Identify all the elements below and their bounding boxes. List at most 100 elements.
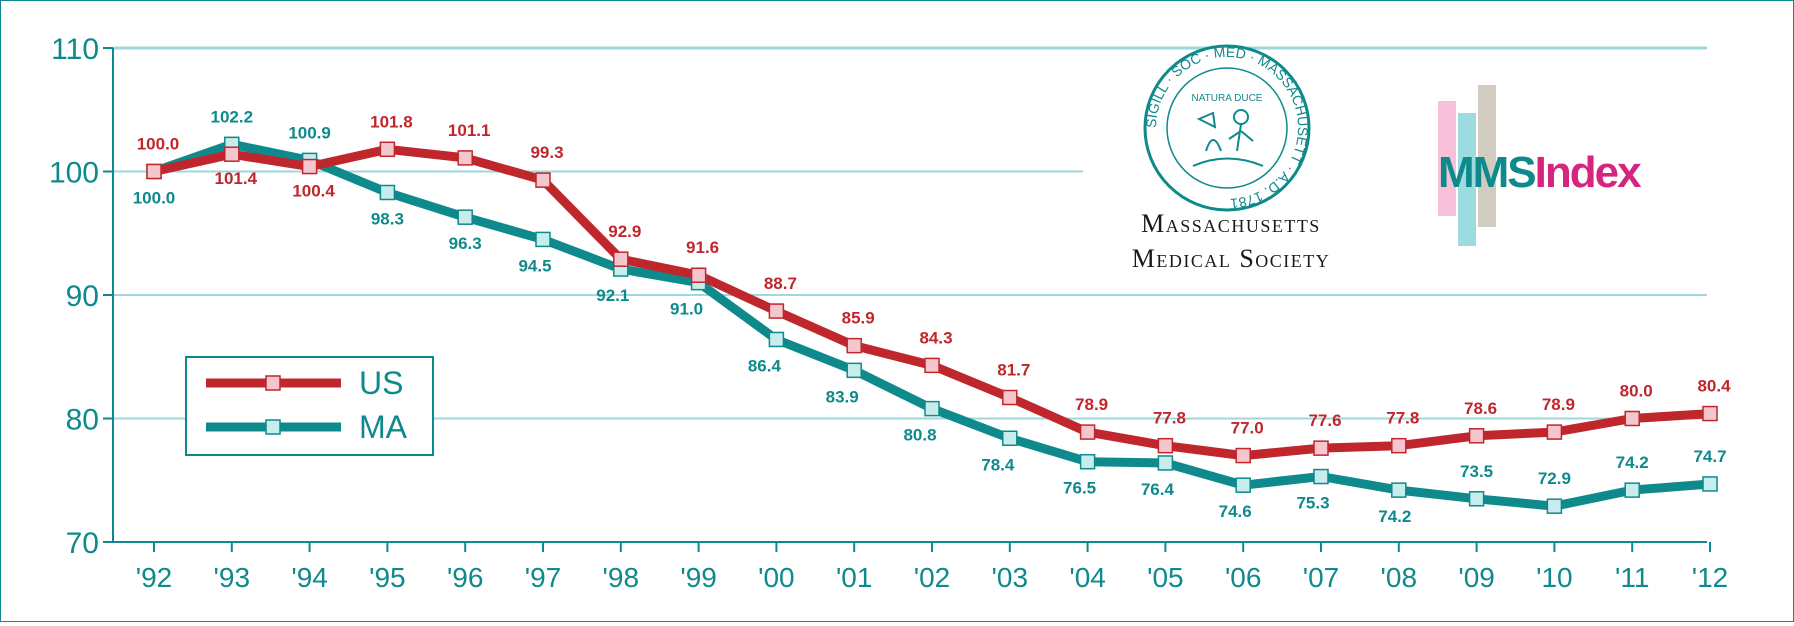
- legend-us-marker: [265, 375, 281, 391]
- data-label-ma: 73.5: [1460, 462, 1493, 481]
- data-label-ma: 102.2: [211, 107, 254, 126]
- y-tick-label: 80: [66, 404, 99, 437]
- y-tick-label: 70: [66, 527, 99, 560]
- x-tick-label: '05: [1147, 562, 1184, 593]
- data-label-ma: 100.0: [133, 189, 176, 208]
- data-label-ma: 80.8: [903, 426, 936, 445]
- seal-motto: NATURA DUCE: [1192, 93, 1263, 104]
- marker-us: [613, 251, 629, 267]
- data-label-us: 80.4: [1697, 377, 1731, 396]
- marker-ma: [457, 209, 473, 225]
- data-label-ma: 76.4: [1141, 480, 1175, 499]
- marker-us: [1235, 447, 1251, 464]
- logo-bar-teal: [1458, 113, 1476, 246]
- legend-us-label: US: [359, 365, 403, 401]
- axes: [103, 47, 1711, 552]
- seal-outer-ring: [1143, 44, 1311, 212]
- marker-us: [1391, 437, 1407, 454]
- marker-ma: [924, 400, 940, 417]
- marker-ma: [846, 362, 862, 379]
- org-name-line1: Massachusetts: [1141, 209, 1321, 238]
- logo-text: MMSIndex: [1438, 148, 1642, 197]
- marker-ma: [1235, 477, 1251, 493]
- marker-ma: [1546, 498, 1563, 514]
- marker-ma: [1079, 453, 1096, 470]
- x-tick-label: '00: [758, 562, 795, 593]
- mms-index-logo: MMSIndex: [1438, 85, 1644, 246]
- data-label-ma: 74.2: [1378, 507, 1411, 526]
- data-label-us: 88.7: [764, 274, 797, 293]
- x-tick-label: '09: [1458, 562, 1495, 593]
- seal-figure-icon: [1192, 109, 1264, 167]
- data-label-us: 101.1: [448, 121, 491, 140]
- data-label-us: 91.6: [686, 238, 719, 257]
- marker-us: [1002, 389, 1018, 406]
- x-tick-labels: '92 '93 '94 '95 '96 '97 '98 '99 '00 '01 '02 '03 '04 '…: [136, 562, 1729, 593]
- legend-ma-label: MA: [359, 409, 408, 445]
- data-label-us: 78.6: [1464, 399, 1497, 418]
- marker-ma: [1624, 482, 1640, 498]
- data-label-us: 81.7: [997, 361, 1030, 380]
- data-label-us: 100.4: [292, 182, 335, 201]
- data-label-ma: 74.6: [1219, 502, 1252, 521]
- legend-box: [185, 356, 434, 456]
- marker-ma: [1002, 430, 1018, 447]
- data-label-us: 100.0: [137, 135, 180, 154]
- y-tick-label: 110: [51, 33, 99, 66]
- data-label-ma: 100.9: [288, 123, 331, 142]
- x-tick-label: '93: [214, 562, 251, 593]
- marker-us: [690, 267, 707, 283]
- x-tick-label: '97: [525, 562, 562, 593]
- marker-us: [1702, 405, 1718, 422]
- x-tick-label: '04: [1069, 562, 1106, 593]
- data-label-us: 77.0: [1231, 419, 1264, 438]
- data-label-us: 80.0: [1620, 382, 1653, 401]
- data-label-us: 85.9: [842, 309, 875, 328]
- data-label-us: 84.3: [919, 328, 952, 347]
- series-group: [146, 136, 1718, 514]
- data-label-ma: 78.4: [981, 455, 1015, 474]
- marker-ma: [1313, 468, 1329, 485]
- data-labels: 100.0 101.4 100.4 101.8 101.1 99.3 92.9 91.6 88.…: [133, 107, 1731, 526]
- marker-us: [1313, 440, 1329, 456]
- society-seal: SIGILL · SOC · MED · MASSACHUSETT · A.D.…: [1143, 44, 1311, 212]
- logo-bar-gray: [1478, 85, 1496, 227]
- data-label-us: 101.4: [215, 169, 258, 188]
- x-tick-label: '94: [291, 562, 328, 593]
- data-label-ma: 92.1: [596, 286, 629, 305]
- data-label-ma: 96.3: [449, 234, 482, 253]
- marker-us: [301, 158, 318, 175]
- x-tick-label: '07: [1303, 562, 1340, 593]
- marker-us: [1157, 437, 1174, 454]
- x-tick-label: '01: [836, 562, 873, 593]
- marker-us: [1079, 424, 1096, 440]
- x-tick-label: '96: [447, 562, 484, 593]
- data-label-ma: 76.5: [1063, 479, 1096, 498]
- x-tick-label: '03: [992, 562, 1029, 593]
- marker-ma: [768, 331, 785, 348]
- x-tick-label: '12: [1692, 562, 1729, 593]
- marker-ma: [1157, 455, 1174, 471]
- marker-ma: [1391, 482, 1407, 498]
- gridlines: [113, 46, 1707, 420]
- x-tick-label: '92: [136, 562, 173, 593]
- org-name-line2: Medical Society: [1132, 244, 1331, 273]
- marker-us: [768, 303, 785, 319]
- x-tick-label: '10: [1536, 562, 1573, 593]
- x-tick-label: '95: [369, 562, 406, 593]
- data-label-ma: 91.0: [670, 300, 703, 319]
- data-label-us: 101.8: [370, 112, 413, 131]
- marker-ma: [379, 184, 396, 201]
- marker-us: [1624, 410, 1640, 427]
- x-tick-label: '06: [1225, 562, 1262, 593]
- marker-ma: [1468, 491, 1485, 507]
- x-tick-label: '08: [1381, 562, 1418, 593]
- data-label-ma: 94.5: [518, 256, 551, 275]
- data-label-us: 77.8: [1153, 409, 1186, 428]
- marker-us: [1468, 428, 1485, 444]
- marker-us: [224, 146, 240, 162]
- data-label-ma: 75.3: [1296, 494, 1329, 513]
- y-tick-label: 90: [66, 280, 99, 313]
